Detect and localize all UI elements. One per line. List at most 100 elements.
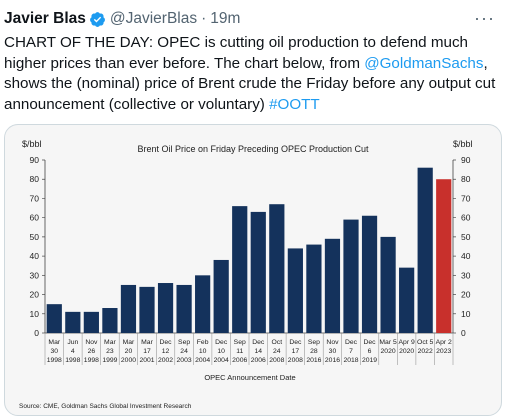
bar bbox=[232, 206, 248, 333]
bar bbox=[399, 267, 415, 333]
x-tick-label: Mar bbox=[104, 339, 116, 346]
bar bbox=[324, 238, 341, 333]
y-tick-label-left: 30 bbox=[30, 270, 40, 280]
verified-badge-icon bbox=[89, 11, 105, 27]
x-tick-label: 1998 bbox=[65, 357, 80, 364]
x-tick-label: 2003 bbox=[177, 357, 192, 364]
y-tick-label-right: 90 bbox=[461, 155, 471, 165]
x-tick-label: 1998 bbox=[47, 357, 62, 364]
y-tick-label-right: 50 bbox=[461, 232, 471, 242]
tweet-text-part2: , shows the (nominal) price of Brent cru… bbox=[4, 54, 496, 113]
x-tick-label: Oct 5 bbox=[417, 339, 433, 346]
y-tick-label-right: 70 bbox=[461, 193, 471, 203]
x-tick-label: 30 bbox=[50, 348, 58, 355]
x-tick-label: 2018 bbox=[343, 357, 358, 364]
bar bbox=[195, 275, 211, 333]
x-tick-label: 10 bbox=[217, 348, 225, 355]
y-tick-label-right: 0 bbox=[461, 328, 466, 338]
y-tick-label-right: 40 bbox=[461, 251, 471, 261]
x-tick-label: Dec bbox=[215, 339, 228, 346]
x-tick-label: 2006 bbox=[251, 357, 266, 364]
x-tick-label: 14 bbox=[254, 348, 262, 355]
bar bbox=[46, 304, 62, 333]
bar bbox=[83, 311, 99, 333]
y-axis-label-right: $/bbl bbox=[453, 139, 473, 149]
y-tick-label-right: 30 bbox=[461, 270, 471, 280]
tweet-header: Javier Blas @JavierBlas · 19m ··· bbox=[4, 8, 501, 30]
x-tick-label: 2019 bbox=[362, 357, 377, 364]
y-tick-label-left: 80 bbox=[30, 174, 40, 184]
x-tick-label: Dec bbox=[363, 339, 376, 346]
y-axis-label-left: $/bbl bbox=[22, 139, 42, 149]
x-tick-label: 2008 bbox=[269, 357, 284, 364]
x-tick-label: Oct bbox=[272, 339, 283, 346]
bar bbox=[176, 284, 192, 333]
x-tick-label: 17 bbox=[143, 348, 151, 355]
x-tick-label: Dec bbox=[289, 339, 302, 346]
tweet-text-part1: CHART OF THE DAY: OPEC is cutting oil pr… bbox=[4, 34, 468, 72]
x-tick-label: 2022 bbox=[418, 348, 433, 355]
x-tick-label: Dec bbox=[345, 339, 358, 346]
x-tick-label: 7 bbox=[349, 348, 353, 355]
hashtag-link[interactable]: #OOTT bbox=[269, 95, 320, 113]
x-tick-label: Dec bbox=[252, 339, 265, 346]
tweet-media-chart[interactable]: Brent Oil Price on Friday Preceding OPEC… bbox=[4, 124, 502, 416]
author-name[interactable]: Javier Blas bbox=[4, 10, 86, 27]
x-tick-label: 24 bbox=[273, 348, 281, 355]
x-tick-label: 6 bbox=[368, 348, 372, 355]
bar bbox=[102, 308, 118, 333]
x-tick-label: 20 bbox=[125, 348, 133, 355]
x-tick-label: 2020 bbox=[381, 348, 396, 355]
x-tick-label: Mar bbox=[141, 339, 153, 346]
bar bbox=[213, 259, 229, 333]
y-tick-label-right: 60 bbox=[461, 213, 471, 223]
y-tick-label-left: 90 bbox=[30, 155, 40, 165]
x-tick-label: 24 bbox=[180, 348, 188, 355]
chart-title: Brent Oil Price on Friday Preceding OPEC… bbox=[137, 144, 369, 154]
x-tick-label: Nov bbox=[85, 339, 98, 346]
x-tick-label: Sep bbox=[234, 339, 246, 346]
separator-dot: · bbox=[201, 10, 207, 27]
bar bbox=[343, 219, 359, 333]
x-tick-label: Jun bbox=[67, 339, 78, 346]
x-tick-label: 2020 bbox=[399, 348, 414, 355]
x-tick-label: 30 bbox=[329, 348, 337, 355]
y-tick-label-left: 50 bbox=[30, 232, 40, 242]
author-handle[interactable]: @JavierBlas bbox=[109, 10, 198, 27]
x-axis-label: OPEC Announcement Date bbox=[204, 373, 295, 382]
x-tick-label: 26 bbox=[88, 348, 96, 355]
y-tick-label-left: 10 bbox=[30, 309, 40, 319]
x-tick-label: Sep bbox=[308, 339, 320, 346]
more-options-icon[interactable]: ··· bbox=[474, 8, 495, 28]
y-tick-label-left: 20 bbox=[30, 290, 40, 300]
bar bbox=[287, 248, 303, 333]
x-tick-label: Apr 9 bbox=[399, 339, 415, 346]
x-tick-label: 2004 bbox=[195, 357, 210, 364]
timestamp[interactable]: 19m bbox=[210, 10, 241, 27]
x-tick-label: 2016 bbox=[325, 357, 340, 364]
bar bbox=[157, 283, 174, 333]
bar-chart: Brent Oil Price on Friday Preceding OPEC… bbox=[19, 139, 473, 410]
x-tick-label: 2023 bbox=[436, 348, 451, 355]
x-tick-label: 23 bbox=[106, 348, 114, 355]
y-tick-label-right: 80 bbox=[461, 174, 471, 184]
x-tick-label: 17 bbox=[292, 348, 300, 355]
bar bbox=[361, 215, 378, 333]
x-tick-label: 2016 bbox=[306, 357, 321, 364]
x-tick-label: 2001 bbox=[139, 357, 154, 364]
mention-link[interactable]: @GoldmanSachs bbox=[364, 54, 484, 72]
y-tick-label-left: 70 bbox=[30, 193, 40, 203]
x-tick-label: 1998 bbox=[84, 357, 99, 364]
x-tick-label: 28 bbox=[310, 348, 318, 355]
chart-source: Source: CME, Goldman Sachs Global Invest… bbox=[19, 403, 192, 410]
x-tick-label: 2000 bbox=[121, 357, 136, 364]
y-tick-label-right: 10 bbox=[461, 309, 471, 319]
x-tick-label: Mar bbox=[48, 339, 60, 346]
x-tick-label: Sep bbox=[178, 339, 190, 346]
x-tick-label: Mar 5 bbox=[379, 339, 397, 346]
x-tick-label: 2002 bbox=[158, 357, 173, 364]
x-tick-label: Nov bbox=[326, 339, 339, 346]
x-tick-label: 12 bbox=[162, 348, 170, 355]
bar bbox=[436, 179, 452, 333]
y-tick-label-left: 40 bbox=[30, 251, 40, 261]
